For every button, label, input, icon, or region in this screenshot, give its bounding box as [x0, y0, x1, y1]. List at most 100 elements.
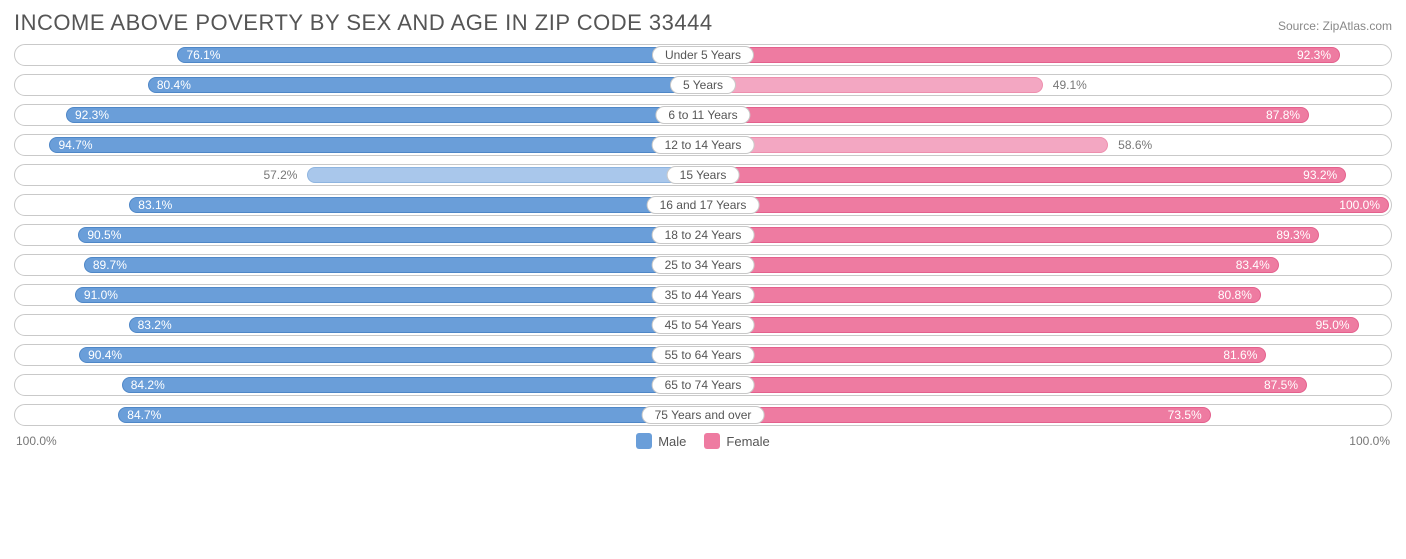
- axis-left-label: 100.0%: [16, 434, 57, 448]
- chart-row: 89.7% 83.4% 25 to 34 Years: [14, 254, 1392, 276]
- male-half: 57.2%: [15, 165, 703, 185]
- header: INCOME ABOVE POVERTY BY SEX AND AGE IN Z…: [14, 10, 1392, 36]
- female-bar: [705, 77, 1043, 93]
- female-bar: 73.5%: [705, 407, 1211, 423]
- female-value: 93.2%: [1295, 168, 1345, 182]
- category-label: Under 5 Years: [652, 46, 754, 64]
- male-half: 89.7%: [15, 255, 703, 275]
- category-label: 75 Years and over: [642, 406, 765, 424]
- legend-male-label: Male: [658, 434, 686, 449]
- male-value: 80.4%: [149, 78, 199, 92]
- male-bar: [307, 167, 701, 183]
- male-value: 84.2%: [123, 378, 173, 392]
- chart-container: INCOME ABOVE POVERTY BY SEX AND AGE IN Z…: [0, 0, 1406, 458]
- male-half: 84.2%: [15, 375, 703, 395]
- male-value: 94.7%: [50, 138, 100, 152]
- chart-row: 84.2% 87.5% 65 to 74 Years: [14, 374, 1392, 396]
- male-half: 84.7%: [15, 405, 703, 425]
- female-bar: 87.5%: [705, 377, 1307, 393]
- male-bar: 83.2%: [129, 317, 701, 333]
- female-bar: 81.6%: [705, 347, 1266, 363]
- male-bar: 90.4%: [79, 347, 701, 363]
- axis-right-label: 100.0%: [1349, 434, 1390, 448]
- male-bar: 84.2%: [122, 377, 701, 393]
- male-half: 90.5%: [15, 225, 703, 245]
- male-value: 91.0%: [76, 288, 126, 302]
- female-half: 49.1%: [703, 75, 1391, 95]
- male-half: 80.4%: [15, 75, 703, 95]
- category-label: 55 to 64 Years: [652, 346, 755, 364]
- male-value: 57.2%: [255, 168, 305, 182]
- female-half: 80.8%: [703, 285, 1391, 305]
- chart-rows: 76.1% 92.3% Under 5 Years 80.4% 49.1% 5 Years…: [14, 44, 1392, 426]
- female-half: 93.2%: [703, 165, 1391, 185]
- female-half: 73.5%: [703, 405, 1391, 425]
- legend-female-label: Female: [726, 434, 769, 449]
- chart-row: 90.5% 89.3% 18 to 24 Years: [14, 224, 1392, 246]
- chart-row: 76.1% 92.3% Under 5 Years: [14, 44, 1392, 66]
- male-bar: 94.7%: [49, 137, 701, 153]
- chart-row: 94.7% 58.6% 12 to 14 Years: [14, 134, 1392, 156]
- male-bar: 90.5%: [78, 227, 701, 243]
- female-half: 81.6%: [703, 345, 1391, 365]
- male-value: 89.7%: [85, 258, 135, 272]
- category-label: 16 and 17 Years: [647, 196, 760, 214]
- male-half: 90.4%: [15, 345, 703, 365]
- category-label: 65 to 74 Years: [652, 376, 755, 394]
- chart-footer: 100.0% Male Female 100.0%: [14, 430, 1392, 452]
- legend-male-swatch: [636, 433, 652, 449]
- female-bar: 83.4%: [705, 257, 1279, 273]
- category-label: 6 to 11 Years: [655, 106, 750, 124]
- male-bar: 76.1%: [177, 47, 701, 63]
- chart-row: 91.0%80.8%35 to 44 Years: [14, 284, 1392, 306]
- legend: Male Female: [636, 433, 770, 449]
- female-value: 87.5%: [1256, 378, 1306, 392]
- female-value: 58.6%: [1110, 138, 1160, 152]
- male-bar: 91.0%: [75, 287, 701, 303]
- female-value: 87.8%: [1258, 108, 1308, 122]
- chart-row: 90.4% 81.6% 55 to 64 Years: [14, 344, 1392, 366]
- male-bar: 83.1%: [129, 197, 701, 213]
- chart-row: 80.4% 49.1% 5 Years: [14, 74, 1392, 96]
- category-label: 18 to 24 Years: [652, 226, 755, 244]
- female-value: 95.0%: [1308, 318, 1358, 332]
- female-half: 100.0%: [703, 195, 1391, 215]
- male-value: 83.1%: [130, 198, 180, 212]
- category-label: 5 Years: [670, 76, 736, 94]
- male-half: 83.1%: [15, 195, 703, 215]
- chart-row: 57.2% 93.2% 15 Years: [14, 164, 1392, 186]
- female-value: 81.6%: [1215, 348, 1265, 362]
- female-bar: 100.0%: [705, 197, 1389, 213]
- female-bar: 92.3%: [705, 47, 1340, 63]
- female-bar: 93.2%: [705, 167, 1346, 183]
- female-bar: 95.0%: [705, 317, 1359, 333]
- male-half: 92.3%: [15, 105, 703, 125]
- legend-female-swatch: [704, 433, 720, 449]
- chart-title: INCOME ABOVE POVERTY BY SEX AND AGE IN Z…: [14, 10, 713, 36]
- female-value: 100.0%: [1331, 198, 1388, 212]
- female-value: 89.3%: [1268, 228, 1318, 242]
- female-half: 92.3%: [703, 45, 1391, 65]
- male-bar: 92.3%: [66, 107, 701, 123]
- chart-row: 84.7% 73.5% 75 Years and over: [14, 404, 1392, 426]
- female-half: 87.8%: [703, 105, 1391, 125]
- female-half: 83.4%: [703, 255, 1391, 275]
- male-value: 92.3%: [67, 108, 117, 122]
- male-value: 83.2%: [130, 318, 180, 332]
- female-half: 87.5%: [703, 375, 1391, 395]
- female-value: 49.1%: [1045, 78, 1095, 92]
- female-value: 92.3%: [1289, 48, 1339, 62]
- category-label: 15 Years: [667, 166, 740, 184]
- female-bar: 89.3%: [705, 227, 1319, 243]
- female-value: 73.5%: [1160, 408, 1210, 422]
- female-value: 83.4%: [1228, 258, 1278, 272]
- legend-female: Female: [704, 433, 769, 449]
- category-label: 25 to 34 Years: [652, 256, 755, 274]
- chart-row: 83.1% 100.0% 16 and 17 Years: [14, 194, 1392, 216]
- male-value: 76.1%: [178, 48, 228, 62]
- category-label: 12 to 14 Years: [652, 136, 755, 154]
- female-half: 89.3%: [703, 225, 1391, 245]
- female-value: 80.8%: [1210, 288, 1260, 302]
- chart-row: 92.3% 87.8% 6 to 11 Years: [14, 104, 1392, 126]
- female-bar: 80.8%: [705, 287, 1261, 303]
